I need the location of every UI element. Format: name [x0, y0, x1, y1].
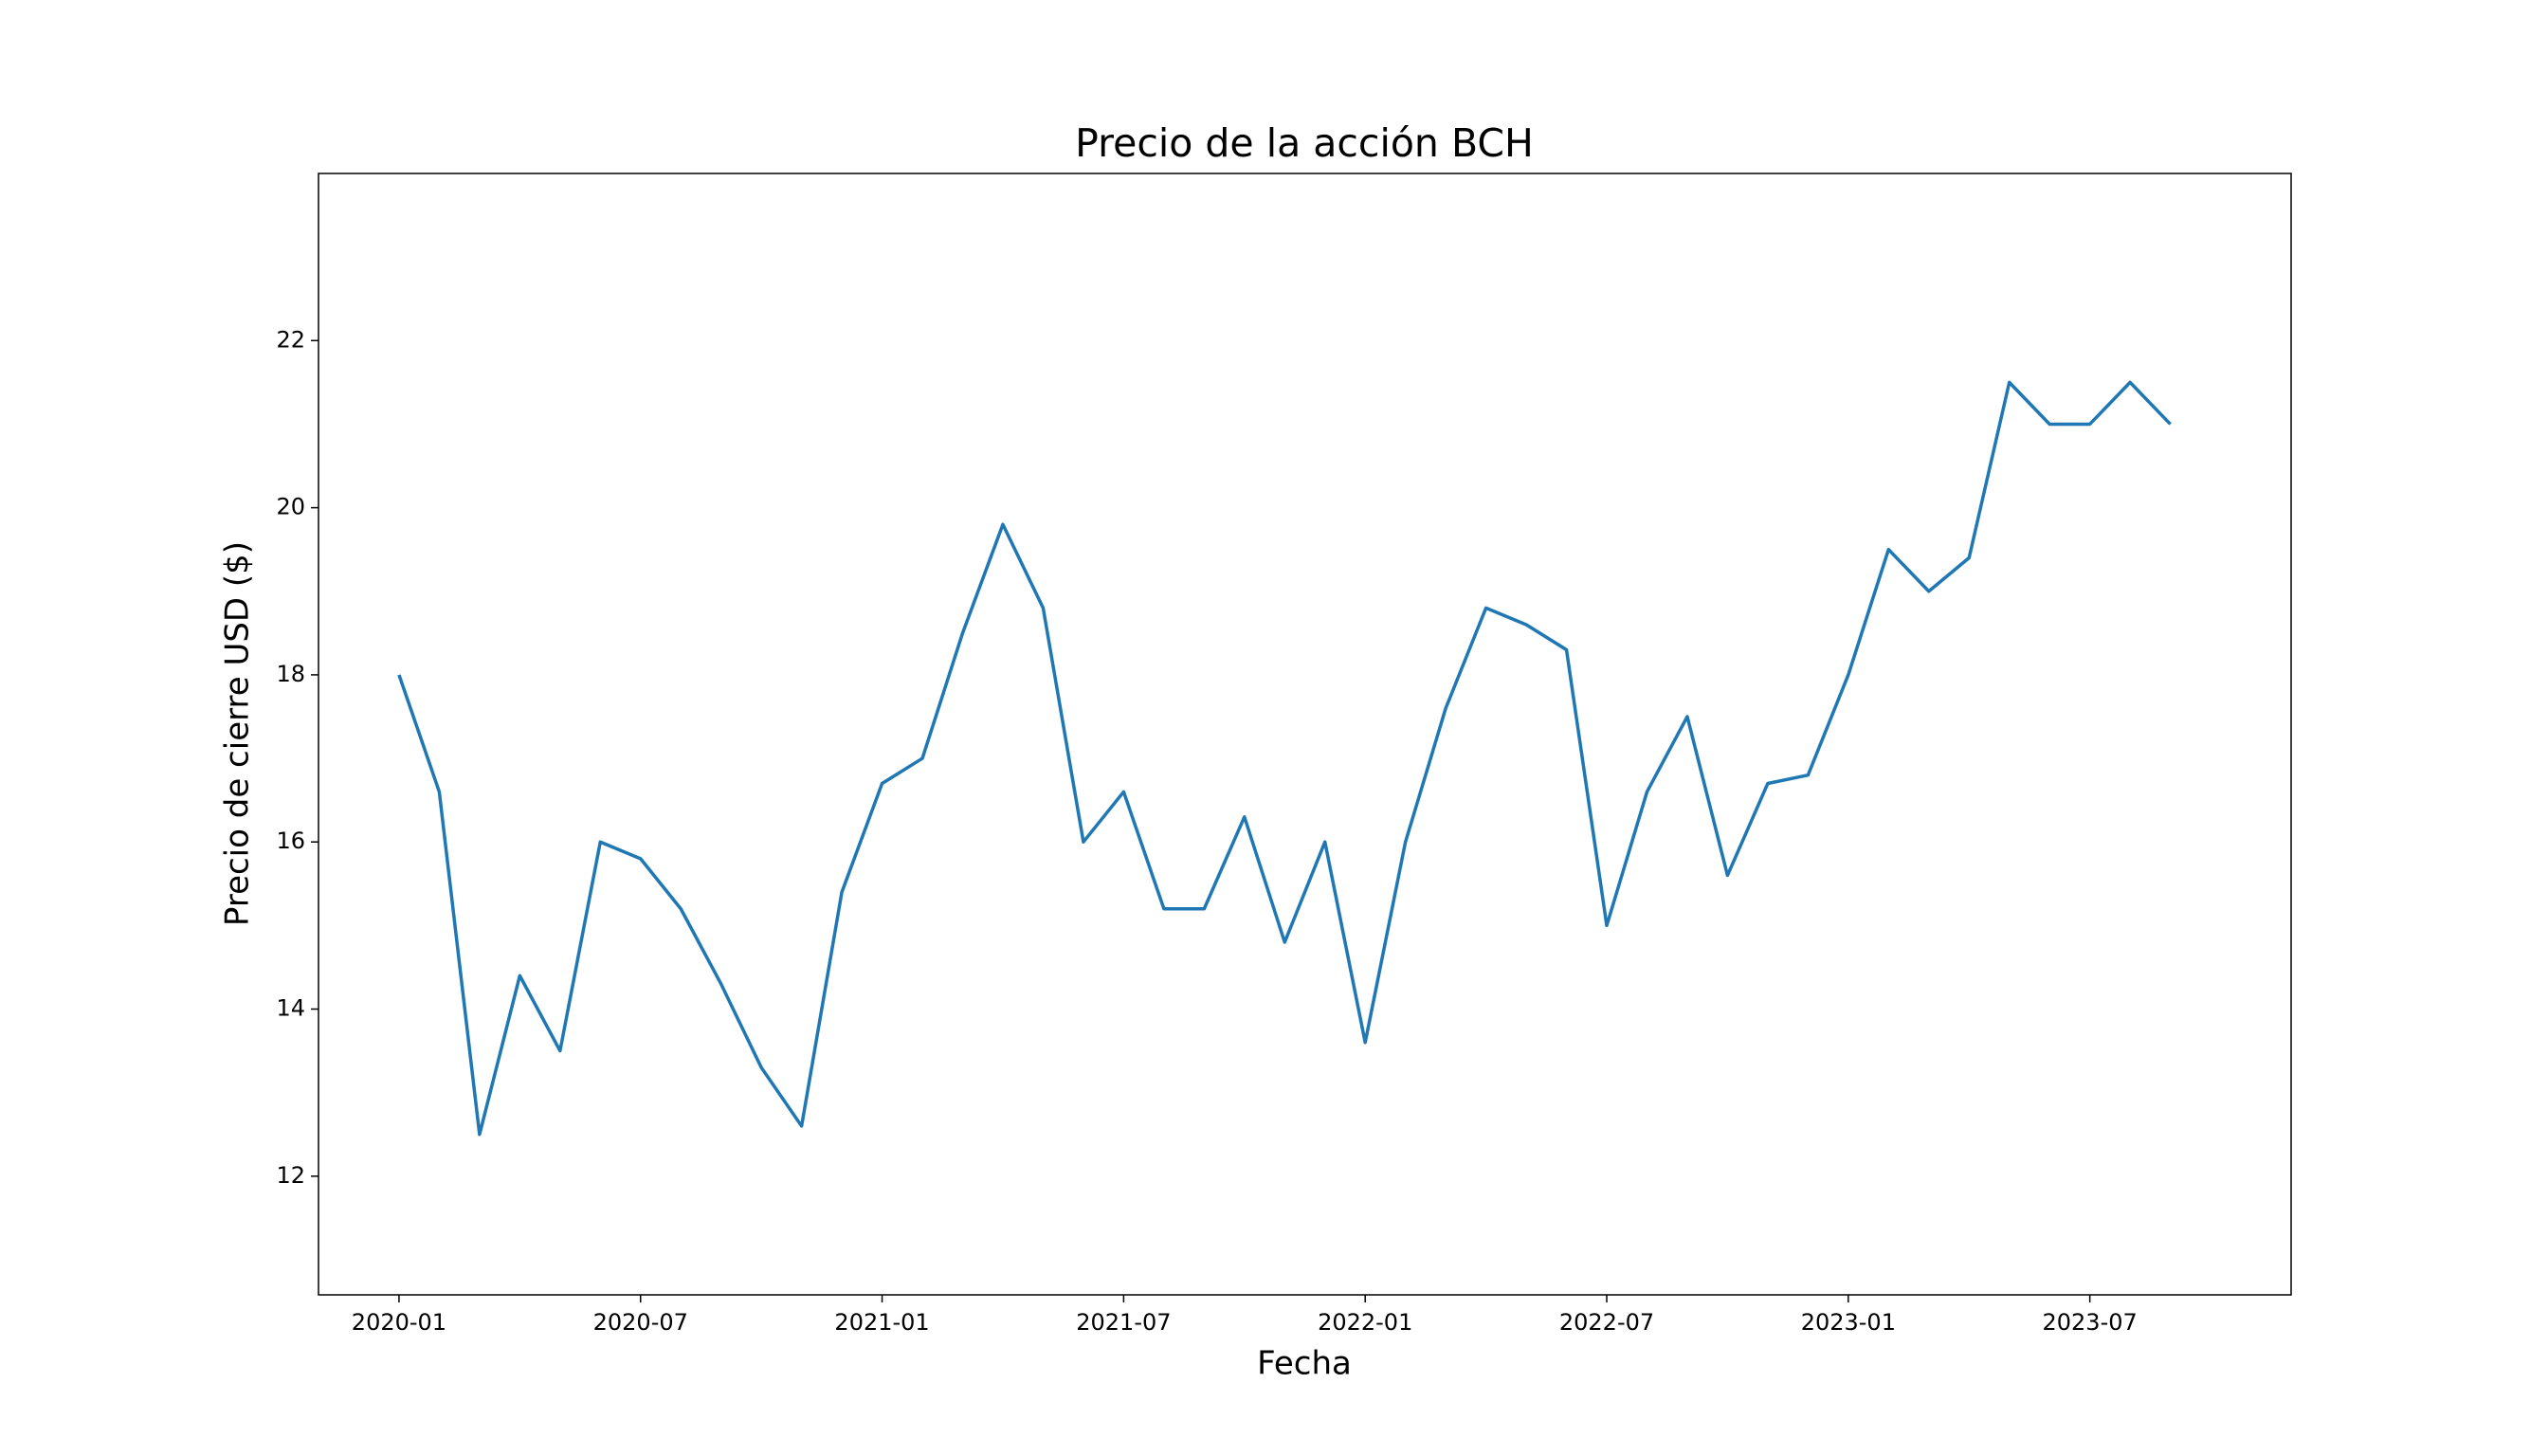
- y-axis-label: Precio de cierre USD ($): [219, 541, 257, 926]
- x-axis-label: Fecha: [1257, 1345, 1352, 1383]
- x-tick-label: 2022-01: [1318, 1309, 1412, 1336]
- price-line: [397, 380, 2172, 1137]
- y-tick-label: 16: [276, 828, 305, 854]
- plot-frame: [318, 173, 2292, 1296]
- x-tick-label: 2022-07: [1559, 1309, 1654, 1336]
- y-tick-label: 14: [276, 995, 305, 1022]
- chart-title: Precio de la acción BCH: [1075, 120, 1534, 166]
- x-tick-label: 2021-01: [834, 1309, 929, 1336]
- y-tick-label: 22: [276, 326, 305, 353]
- y-tick-label: 18: [276, 661, 305, 687]
- x-tick-label: 2020-07: [593, 1309, 688, 1336]
- y-tick-label: 12: [276, 1162, 305, 1189]
- y-tick-label: 20: [276, 494, 305, 520]
- x-tick-label: 2023-01: [1801, 1309, 1896, 1336]
- x-tick-label: 2020-01: [352, 1309, 446, 1336]
- x-tick-label: 2023-07: [2043, 1309, 2138, 1336]
- x-tick-label: 2021-07: [1076, 1309, 1171, 1336]
